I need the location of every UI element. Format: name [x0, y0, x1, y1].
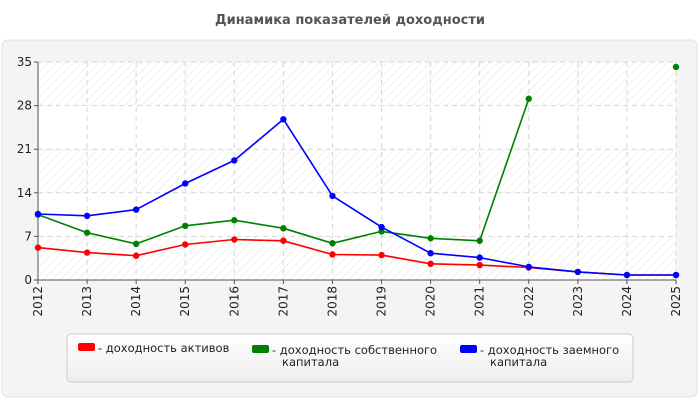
- data-point: [574, 268, 582, 276]
- data-point: [132, 206, 140, 213]
- x-tick-label: 2016: [227, 286, 241, 317]
- x-tick-label: 2025: [669, 286, 683, 317]
- legend-swatch: [460, 345, 477, 353]
- data-point: [378, 251, 385, 259]
- x-tick-label: 2014: [129, 286, 143, 317]
- data-point: [34, 244, 42, 251]
- data-point: [132, 240, 140, 248]
- data-point: [182, 222, 189, 230]
- plot-area-band: [38, 149, 676, 193]
- data-point: [623, 271, 631, 279]
- axes: [37, 62, 676, 281]
- legend: - доходность активов - доходность собстве…: [78, 341, 619, 369]
- y-tick-label: 35: [17, 55, 32, 69]
- data-point: [427, 260, 434, 268]
- x-tick-label: 2017: [276, 286, 290, 317]
- y-tick-label: 28: [17, 99, 32, 113]
- data-point: [280, 237, 287, 244]
- x-tick-label: 2015: [178, 286, 192, 317]
- legend-box: [66, 333, 634, 383]
- x-tick-label: 2020: [424, 286, 438, 317]
- legend-swatch: [78, 343, 95, 351]
- series-line: [37, 118, 676, 276]
- data-point: [280, 116, 287, 123]
- data-point: [329, 192, 336, 200]
- data-point: [329, 251, 336, 258]
- data-point: [476, 237, 483, 244]
- data-point: [83, 249, 91, 256]
- x-tick-label: 2024: [620, 286, 634, 317]
- data-point: [231, 217, 238, 224]
- data-point: [672, 63, 680, 71]
- data-point: [476, 261, 483, 269]
- legend-item: - доходность активов: [78, 341, 230, 355]
- y-tick-label: 14: [17, 186, 32, 200]
- x-tick-labels: 2012 2013 2014 2015 2016 2017 2018 2019 2020 2021…: [31, 286, 683, 317]
- x-tick-label: 2022: [522, 286, 536, 317]
- y-tick-labels: 0 7 14 21 28 35: [17, 55, 32, 287]
- data-point: [476, 254, 483, 261]
- x-tick-label: 2019: [375, 286, 389, 317]
- legend-label: - доходность заемного: [480, 343, 619, 357]
- series-group: [34, 63, 680, 279]
- plot-area-band: [38, 236, 676, 280]
- data-point: [182, 180, 189, 187]
- data-point: [672, 271, 680, 279]
- data-point: [427, 250, 434, 257]
- legend-label: капитала: [490, 355, 547, 369]
- y-tick-label: 7: [24, 229, 32, 243]
- data-point: [182, 241, 189, 248]
- data-point: [378, 223, 385, 231]
- legend-label: - доходность собственного: [272, 343, 437, 357]
- x-tick-label: 2018: [325, 286, 339, 317]
- x-tick-label: 2012: [31, 286, 45, 317]
- data-point: [83, 229, 91, 236]
- data-point: [231, 157, 238, 164]
- legend-swatch: [252, 345, 269, 353]
- data-point: [525, 95, 532, 102]
- series-3: [34, 116, 680, 279]
- data-point: [34, 210, 42, 218]
- data-point: [83, 212, 91, 220]
- legend-label: капитала: [282, 355, 339, 369]
- data-point: [231, 236, 238, 243]
- data-point: [329, 240, 336, 247]
- y-tick-label: 21: [17, 142, 32, 156]
- data-point: [280, 225, 287, 232]
- x-tick-label: 2023: [571, 286, 585, 317]
- x-tick-label: 2013: [80, 286, 94, 317]
- data-point: [525, 263, 532, 271]
- y-tick-label: 0: [24, 273, 32, 287]
- plot-area-band: [38, 62, 676, 106]
- x-tick-label: 2021: [473, 286, 487, 317]
- data-point: [427, 235, 434, 242]
- legend-label: - доходность активов: [98, 341, 230, 355]
- chart-title: Динамика показателей доходности: [215, 13, 485, 28]
- data-point: [132, 252, 140, 259]
